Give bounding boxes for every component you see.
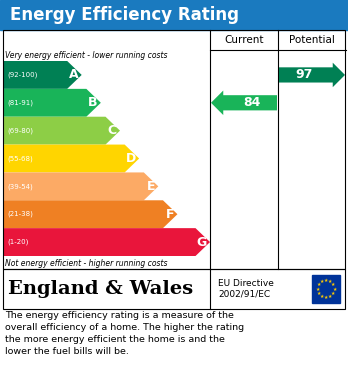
Text: ★: ★ [328,279,332,284]
Text: F: F [166,208,174,221]
Text: ★: ★ [319,279,324,284]
Text: D: D [126,152,136,165]
Text: The energy efficiency rating is a measure of the
overall efficiency of a home. T: The energy efficiency rating is a measur… [5,311,244,357]
Polygon shape [211,91,277,115]
Polygon shape [4,145,139,172]
Text: Not energy efficient - higher running costs: Not energy efficient - higher running co… [5,259,167,268]
Text: 2002/91/EC: 2002/91/EC [218,289,270,298]
Text: ★: ★ [328,294,332,299]
Polygon shape [4,61,82,89]
Bar [3,269,345,309]
Text: (92-100): (92-100) [7,72,37,78]
Text: (55-68): (55-68) [7,155,33,162]
Text: Current: Current [224,35,264,45]
Text: Very energy efficient - lower running costs: Very energy efficient - lower running co… [5,51,167,60]
Text: England & Wales: England & Wales [8,280,193,298]
Text: (39-54): (39-54) [7,183,33,190]
Text: G: G [197,235,207,249]
Text: ★: ★ [319,294,324,299]
Text: 84: 84 [244,96,261,109]
Text: Potential: Potential [289,35,335,45]
Polygon shape [279,63,345,87]
Text: ★: ★ [324,295,328,300]
Polygon shape [4,117,120,145]
Text: (21-38): (21-38) [7,211,33,217]
Polygon shape [4,89,101,117]
Text: ★: ★ [331,282,335,287]
Polygon shape [4,228,210,256]
Bar [312,275,340,303]
Text: (69-80): (69-80) [7,127,33,134]
Bar [3,30,345,269]
Text: (1-20): (1-20) [7,239,29,245]
Text: 97: 97 [295,68,313,81]
Text: C: C [108,124,117,137]
Text: (81-91): (81-91) [7,100,33,106]
Text: Energy Efficiency Rating: Energy Efficiency Rating [10,6,239,24]
Text: ★: ★ [315,287,320,292]
Text: EU Directive: EU Directive [218,280,274,289]
Text: ★: ★ [332,287,337,292]
Text: ★: ★ [324,278,328,283]
Polygon shape [4,172,158,200]
Text: ★: ★ [317,291,321,296]
Polygon shape [4,200,177,228]
Text: A: A [69,68,79,81]
Text: ★: ★ [331,291,335,296]
Text: B: B [88,96,98,109]
Text: E: E [147,180,155,193]
Bar [0,0,348,30]
Text: ★: ★ [317,282,321,287]
